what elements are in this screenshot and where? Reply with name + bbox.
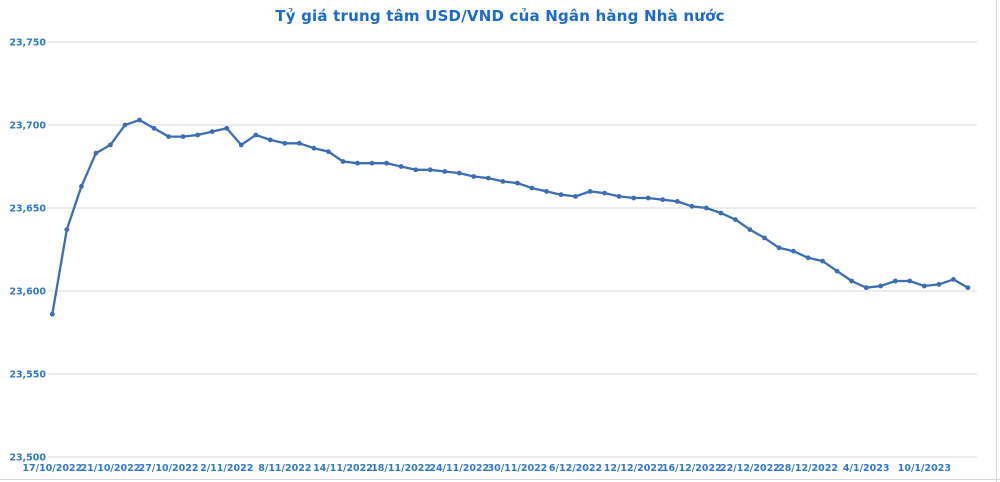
data-point-marker [79,184,84,189]
x-axis-tick-label: 28/12/2022 [778,463,838,474]
series-line [51,118,970,316]
y-axis-tick-label: 23,600 [9,287,46,298]
x-axis-tick-label: 14/11/2022 [313,463,373,474]
data-point-marker [733,217,738,223]
x-axis-tick-label: 12/12/2022 [604,463,664,474]
x-axis-tick-label: 22/12/2022 [720,463,780,474]
data-point-marker [485,175,491,181]
x-axis-tick-label: 27/10/2022 [139,463,199,474]
data-point-marker [500,179,506,184]
data-point-marker [122,122,128,128]
y-axis-tick-label: 23,500 [9,453,46,464]
data-point-marker [267,137,273,143]
x-axis-tick-label: 4/1/2023 [843,463,890,474]
data-point-marker [558,192,564,198]
data-point-marker [573,194,578,199]
data-point-marker [616,194,622,199]
data-point-marker [180,134,186,140]
data-point-marker [965,285,971,291]
data-point-marker [413,167,419,173]
y-axis-tick-label: 23,650 [9,204,46,215]
x-axis-tick-label: 24/11/2022 [429,463,489,474]
data-point-marker [224,125,230,131]
data-point-marker [849,278,855,284]
data-point-marker [471,174,477,179]
data-point-marker [384,160,389,166]
data-point-marker [907,278,913,284]
data-point-marker [631,195,637,201]
data-point-marker [137,117,142,123]
data-point-marker [718,210,724,216]
x-axis-tick-label: 16/12/2022 [662,463,722,474]
data-point-marker [892,278,898,284]
x-axis-tick-label: 17/10/2022 [22,463,82,474]
data-point-marker [921,283,927,289]
data-point-marker [878,283,884,289]
data-point-marker [936,282,942,287]
data-point-marker [282,140,288,146]
data-point-marker [108,142,113,148]
data-point-marker [747,227,753,233]
data-point-marker [805,255,811,261]
data-point-marker [674,199,680,204]
data-point-marker [442,169,448,174]
data-point-marker [311,145,317,151]
data-point-marker [151,125,157,131]
data-point-marker [762,235,767,241]
x-axis-tick-label: 10/1/2023 [898,463,951,474]
data-point-marker [645,195,651,201]
data-point-marker [776,245,782,251]
data-point-marker [253,132,259,138]
x-axis-tick-label: 30/11/2022 [487,463,547,474]
x-axis-tick-label: 2/11/2022 [200,463,253,474]
data-point-marker [166,134,172,140]
y-axis-tick-label: 23,700 [9,121,46,132]
data-point-marker [791,248,796,254]
data-point-marker [587,189,593,194]
chart-title: Tỷ giá trung tâm USD/VND của Ngân hàng N… [275,7,725,25]
data-point-marker [355,160,360,166]
x-axis-tick-label: 18/11/2022 [371,463,431,474]
x-axis-tick-label: 8/11/2022 [258,463,311,474]
data-point-marker [689,203,695,209]
data-point-marker [703,205,709,211]
data-point-marker [398,164,404,169]
data-point-marker [340,159,346,164]
data-point-marker [820,258,825,264]
data-point-marker [544,189,549,194]
data-point-marker [369,160,375,166]
x-axis-tick-label: 21/10/2022 [81,463,141,474]
x-axis-tick-label: 6/12/2022 [549,463,602,474]
data-point-marker [529,185,535,191]
data-point-marker [863,285,869,291]
data-point-marker [602,190,607,196]
data-point-marker [64,227,70,233]
data-point-marker [515,180,520,186]
data-point-marker [456,170,462,176]
data-point-marker [297,140,302,146]
data-point-marker [238,142,244,148]
data-point-marker [427,167,433,173]
data-point-marker [660,197,666,203]
data-point-marker [951,277,956,282]
data-point-marker [195,132,201,138]
data-point-marker [93,150,99,156]
data-point-marker [326,149,331,155]
data-point-marker [209,129,215,135]
y-axis-tick-label: 23,550 [9,370,46,381]
data-point-marker [49,311,55,317]
y-axis-tick-label: 23,750 [9,38,46,49]
data-point-marker [834,268,840,274]
